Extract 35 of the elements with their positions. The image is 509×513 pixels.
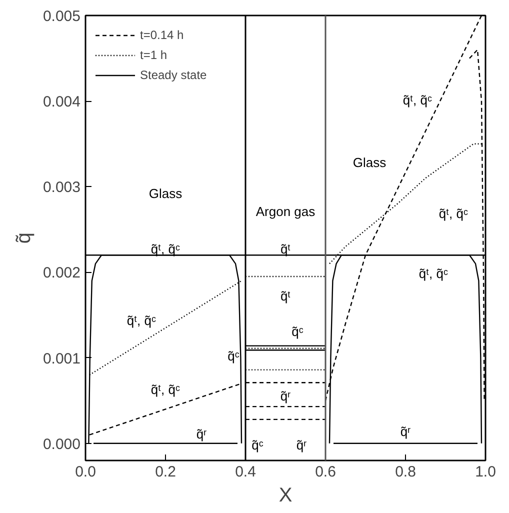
y-tick-label: 0.000 xyxy=(42,436,81,453)
y-tick-label: 0.005 xyxy=(42,8,81,25)
y-tick-label: 0.001 xyxy=(42,350,81,368)
annotation: q̃ᵗ, q̃ᶜ xyxy=(150,382,180,397)
annotation: q̃ᶜ xyxy=(292,324,304,339)
annotation: q̃ʳ xyxy=(400,424,411,440)
annotation: q̃ᵗ, q̃ᶜ xyxy=(126,312,156,328)
x-tick-label: 0.6 xyxy=(315,464,336,480)
x-tick-label: 0.8 xyxy=(395,464,416,480)
x-tick-label: 0.4 xyxy=(235,464,256,480)
x-tick-label: 1.0 xyxy=(475,464,496,480)
y-tick-label: 0.002 xyxy=(42,264,81,282)
y-axis-title: q̃ xyxy=(12,232,35,244)
annotation: Glass xyxy=(352,154,387,170)
annotation: Glass xyxy=(148,186,183,201)
annotation: q̃ᵗ xyxy=(280,242,291,257)
legend-label: t=0.14 h xyxy=(140,28,184,42)
annotation: q̃ᵗ, q̃ᶜ xyxy=(402,92,432,108)
annotation: q̃ʳ xyxy=(280,388,291,404)
legend-label: Steady state xyxy=(140,68,207,82)
legend-label: t=1 h xyxy=(140,48,168,62)
y-tick-label: 0.004 xyxy=(42,94,81,111)
annotation: Argon gas xyxy=(256,204,316,219)
x-tick-label: 0.0 xyxy=(75,464,96,480)
annotation: q̃ʳ xyxy=(196,426,207,442)
annotation: q̃ᵗ, q̃ᶜ xyxy=(150,242,180,257)
x-tick-label: 0.2 xyxy=(155,464,176,480)
x-axis-title: X xyxy=(278,484,292,506)
annotation: q̃ᵗ, q̃ᶜ xyxy=(438,206,468,222)
y-tick-label: 0.003 xyxy=(42,179,81,196)
annotation: q̃ᵗ, q̃ᶜ xyxy=(418,266,448,282)
annotation: q̃ᶜ xyxy=(252,437,264,452)
annotation: q̃ᵗ xyxy=(280,288,291,304)
annotation: q̃ᶜ xyxy=(228,348,240,364)
annotation: q̃ʳ xyxy=(296,437,307,452)
